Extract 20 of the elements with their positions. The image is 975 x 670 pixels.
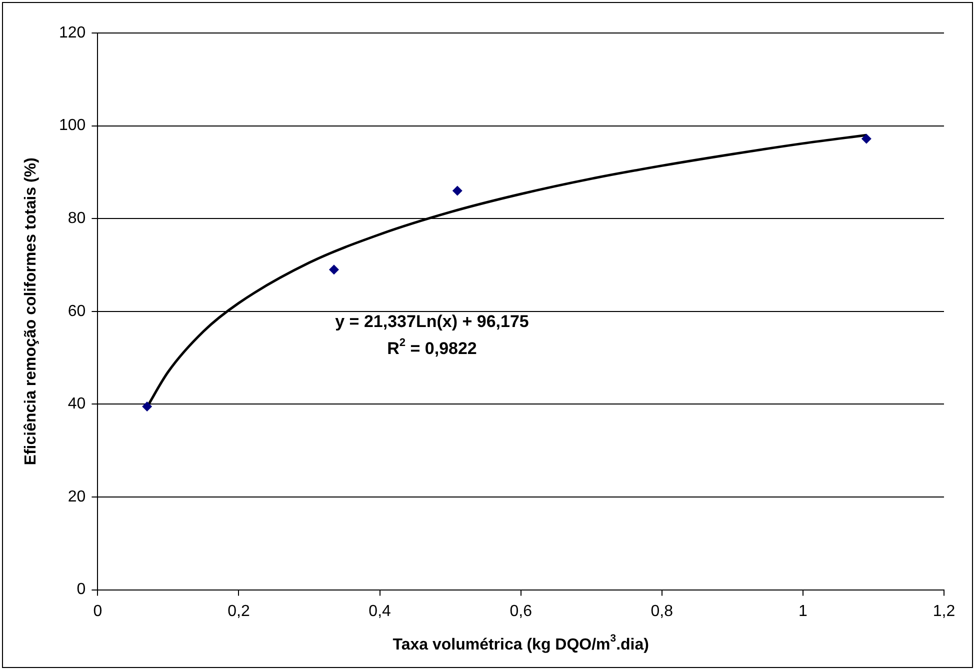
x-tick-label: 0,8: [650, 602, 674, 620]
y-tick-label: 60: [68, 302, 86, 320]
y-axis-title: Eficiência remoção coliformes totais (%): [22, 158, 40, 466]
x-tick-label: 0,6: [510, 602, 532, 620]
x-tick-label: 1,2: [932, 602, 956, 620]
x-tick-label: 0,4: [368, 602, 392, 620]
point: [328, 264, 339, 275]
annotation: y = 21,337Ln(x) + 96,175: [335, 312, 529, 332]
y-tick-label: 0: [76, 581, 86, 598]
point: [861, 134, 872, 144]
y-tick-label: 20: [68, 488, 86, 506]
x-tick-label: 0,2: [228, 602, 250, 620]
y-tick-label: 120: [58, 24, 86, 42]
y-tick-label: 80: [68, 210, 86, 228]
x-tick-label: 1: [798, 602, 808, 620]
x-tick-label: 0: [93, 602, 102, 620]
y-tick-label: 100: [58, 117, 86, 134]
y-tick-label: 40: [68, 396, 86, 413]
point: [142, 402, 152, 412]
point: [452, 186, 462, 196]
